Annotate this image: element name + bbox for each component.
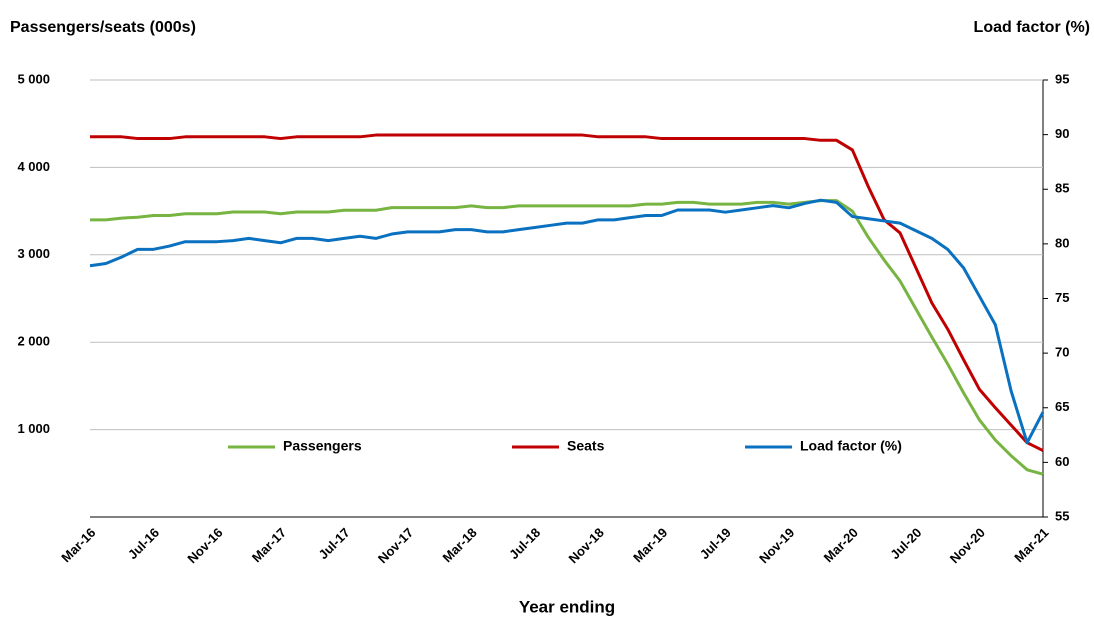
y2-tick-label: 70 (1055, 345, 1069, 360)
y-tick-label: 2 000 (17, 334, 50, 349)
x-tick-label: Nov-17 (375, 525, 416, 566)
y2-tick-label: 85 (1055, 181, 1069, 196)
x-tick-label: Nov-18 (566, 525, 607, 566)
x-tick-label: Jul-18 (506, 525, 543, 562)
y2-tick-label: 90 (1055, 126, 1069, 141)
x-tick-label: Mar-18 (440, 525, 480, 565)
y2-tick-label: 60 (1055, 454, 1069, 469)
x-tick-label: Mar-21 (1011, 525, 1051, 565)
y2-tick-label: 80 (1055, 235, 1069, 250)
legend-label: Load factor (%) (800, 438, 902, 454)
y2-tick-label: 65 (1055, 399, 1069, 414)
x-tick-label: Mar-17 (249, 525, 289, 565)
x-axis-title: Year ending (519, 597, 615, 616)
y2-tick-label: 95 (1055, 71, 1069, 86)
legend-label: Seats (567, 438, 605, 454)
x-tick-label: Nov-16 (184, 525, 225, 566)
x-tick-label: Mar-19 (630, 525, 670, 565)
y-tick-label: 1 000 (17, 421, 50, 436)
x-tick-label: Jul-20 (887, 525, 924, 562)
x-tick-label: Nov-19 (756, 525, 797, 566)
y2-tick-label: 55 (1055, 508, 1069, 523)
y-tick-label: 4 000 (17, 159, 50, 174)
x-tick-label: Mar-16 (58, 525, 98, 565)
series-line (89, 198, 1045, 445)
x-tick-label: Jul-17 (316, 525, 353, 562)
y-tick-label: 5 000 (17, 71, 50, 86)
x-tick-label: Jul-19 (697, 525, 734, 562)
x-tick-label: Mar-20 (821, 525, 861, 565)
legend-label: Passengers (283, 438, 362, 454)
y2-axis-title: Load factor (%) (974, 19, 1090, 36)
x-tick-label: Nov-20 (947, 525, 988, 566)
y2-tick-label: 75 (1055, 290, 1069, 305)
series-line (90, 133, 1044, 452)
y-axis-title: Passengers/seats (000s) (10, 19, 196, 36)
y-tick-label: 3 000 (17, 246, 50, 261)
x-tick-label: Jul-16 (125, 525, 162, 562)
series-line (90, 199, 1044, 476)
